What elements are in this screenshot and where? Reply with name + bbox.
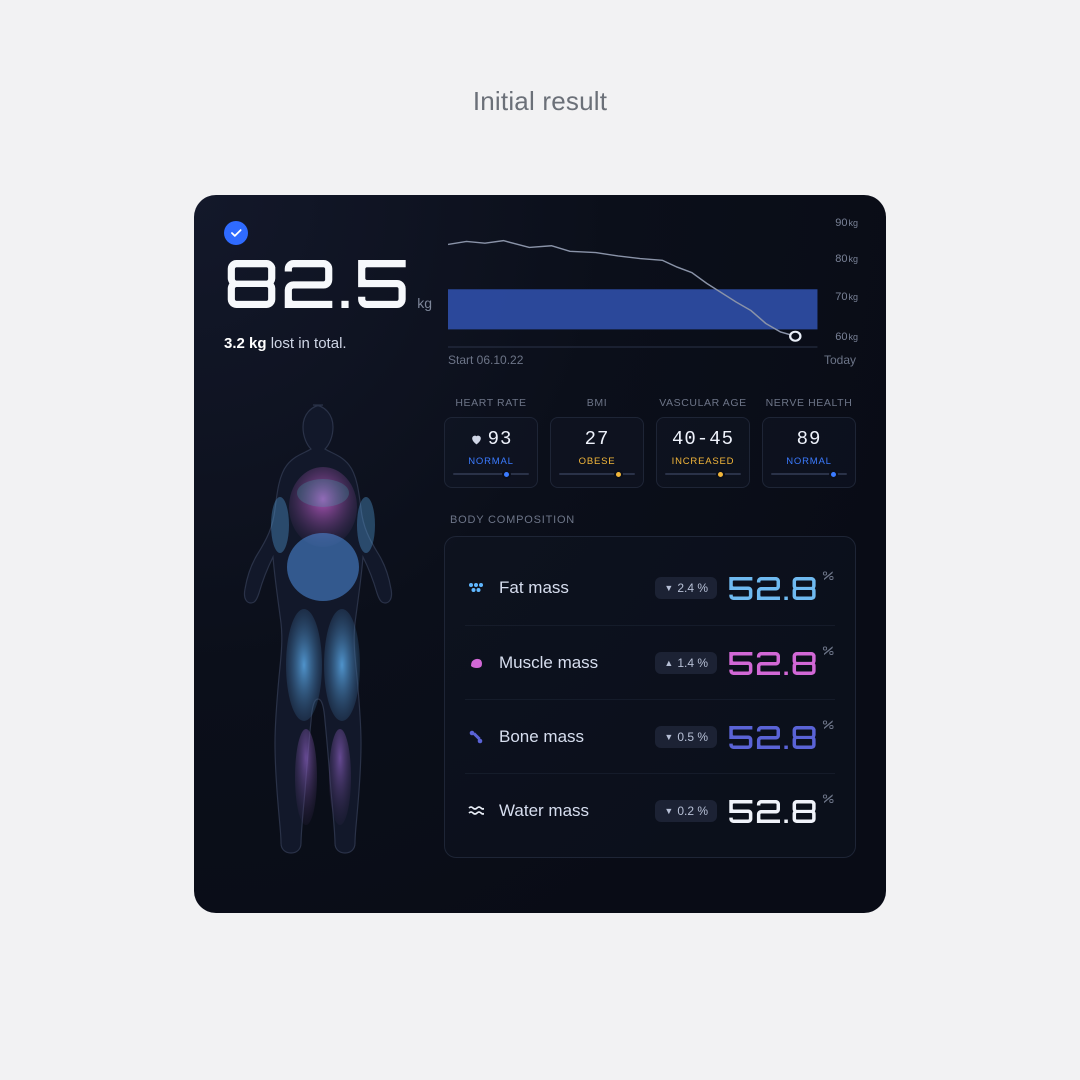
comp-value: 52.8% [717,568,835,608]
comp-delta: ▲1.4 % [655,652,717,674]
metric-3[interactable]: 89 NORMAL [762,417,856,488]
comp-delta: ▼0.2 % [655,800,717,822]
weight-value: 82.5 [224,251,411,317]
ytick-70: 70kg [835,291,858,303]
comp-row-fat[interactable]: Fat mass ▼2.4 % 52.8% [465,551,835,625]
body-comp-label: BODY COMPOSITION [450,514,856,526]
comp-value: 52.8% [717,791,835,831]
metric-1[interactable]: 27 OBESE [550,417,644,488]
comp-name: Water mass [499,801,655,821]
weight-lost-text: 3.2 kg lost in total. [224,335,424,352]
fat-icon [465,582,487,594]
metrics-row: 93 NORMAL 27 OBESE 40-45 INCREASED [444,417,856,488]
metric-2[interactable]: 40-45 INCREASED [656,417,750,488]
bone-icon [465,729,487,745]
comp-row-muscle[interactable]: Muscle mass ▲1.4 % 52.8% [465,625,835,699]
chart-end-label: Today [824,353,856,367]
comp-name: Bone mass [499,727,655,747]
weight-block: 82.5 kg 3.2 kg lost in total. [224,221,424,367]
health-dashboard-card: 82.5 kg 3.2 kg lost in total. 90kg 80kg … [194,195,886,913]
water-icon [465,805,487,817]
muscle-icon [465,656,487,670]
chart-start-label: Start 06.10.22 [448,353,523,367]
weight-trend-chart[interactable]: 90kg 80kg 70kg 60kg Start 06.10.22 Today [448,221,856,367]
page-title: Initial result [473,86,607,117]
comp-row-bone[interactable]: Bone mass ▼0.5 % 52.8% [465,699,835,773]
ytick-90: 90kg [835,217,858,229]
metric-0[interactable]: 93 NORMAL [444,417,538,488]
comp-value: 52.8% [717,643,835,683]
body-composition-panel: Fat mass ▼2.4 % 52.8% Muscle mass ▲1.4 %… [444,536,856,858]
weight-unit: kg [417,295,432,311]
ytick-80: 80kg [835,253,858,265]
comp-name: Muscle mass [499,653,655,673]
comp-name: Fat mass [499,578,655,598]
metrics-headers: HEART RATE BMI VASCULAR AGE NERVE HEALTH [444,397,856,409]
comp-row-water[interactable]: Water mass ▼0.2 % 52.8% [465,773,835,847]
comp-value: 52.8% [717,717,835,757]
ytick-60: 60kg [835,331,858,343]
comp-delta: ▼0.5 % [655,726,717,748]
comp-delta: ▼2.4 % [655,577,717,599]
body-figure [224,397,422,877]
